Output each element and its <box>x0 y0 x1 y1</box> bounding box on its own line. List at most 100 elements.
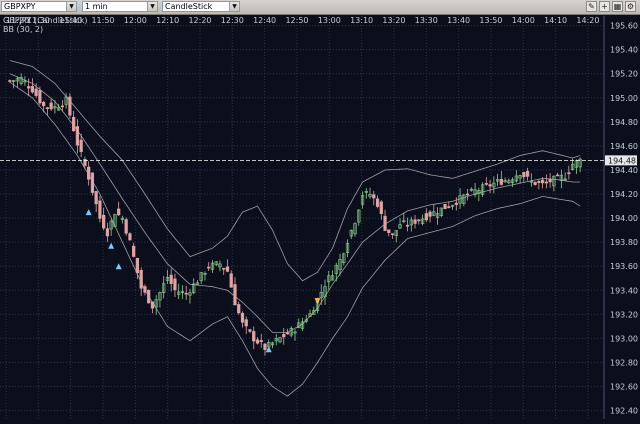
candle <box>15 76 19 88</box>
candle <box>330 270 335 281</box>
chevron-down-icon[interactable]: ▼ <box>147 2 157 11</box>
candle-body <box>173 278 177 291</box>
candle <box>387 229 391 237</box>
candle <box>413 214 417 229</box>
chart-type-select[interactable]: CandleStick ▼ <box>162 1 240 12</box>
candle-body <box>510 179 515 184</box>
symbol-select[interactable]: GBPXPY ▼ <box>1 1 77 12</box>
candle <box>188 288 192 304</box>
candle-body <box>109 220 113 230</box>
candle <box>293 329 297 341</box>
chevron-down-icon[interactable]: ▼ <box>229 2 239 11</box>
candle <box>135 257 140 280</box>
settings-icon[interactable]: ⚙ <box>625 1 636 12</box>
candle <box>132 242 136 258</box>
y-tick-label: 194.20 <box>610 190 638 199</box>
candle <box>12 79 16 89</box>
bollinger-upper-band <box>9 60 581 282</box>
candle-body <box>578 158 582 168</box>
candle-body <box>357 209 361 223</box>
candle-body <box>210 262 215 270</box>
candle <box>177 283 181 300</box>
y-tick-label: 193.60 <box>610 262 638 271</box>
candle-body <box>225 266 230 272</box>
candle-body <box>514 175 518 182</box>
candle <box>173 273 177 297</box>
candle <box>469 187 473 192</box>
candle-body <box>323 286 327 297</box>
x-tick-label: 11:20 <box>6 16 29 25</box>
candle-body <box>233 284 237 306</box>
candle-body <box>454 202 458 205</box>
chart-toolbar: GBPXPY ▼ 1 min ▼ CandleStick ▼ ✎ + ▦ ⚙ <box>0 0 640 15</box>
candle <box>252 326 256 350</box>
candle-body <box>135 257 140 274</box>
x-tick-label: 11:30 <box>27 16 50 25</box>
candle-body <box>540 179 545 184</box>
candle <box>334 262 338 282</box>
candle <box>304 315 308 324</box>
candle-body <box>270 342 275 346</box>
candle <box>383 209 387 232</box>
candle-body <box>559 174 563 181</box>
candle-body <box>259 340 263 343</box>
candle-body <box>30 86 34 93</box>
candle <box>323 279 327 305</box>
candle-body <box>237 304 241 314</box>
candle <box>495 173 500 187</box>
candle <box>465 189 470 201</box>
candle-body <box>394 230 398 236</box>
candle-body <box>465 193 470 196</box>
candle <box>424 208 428 222</box>
candle <box>259 333 263 348</box>
tile-windows-icon[interactable]: ▦ <box>612 1 623 12</box>
candle-body <box>522 171 526 178</box>
candle-body <box>72 116 76 132</box>
candle-body <box>495 179 500 182</box>
candle-body <box>68 96 72 116</box>
candle <box>199 272 203 284</box>
x-tick-label: 12:50 <box>285 16 308 25</box>
chart-symbol-label: GBPJPY (CandleStick) <box>3 16 88 25</box>
y-tick-label: 192.80 <box>610 358 638 367</box>
chevron-down-icon[interactable]: ▼ <box>66 2 76 11</box>
candle <box>574 159 578 175</box>
x-tick-label: 12:30 <box>221 16 244 25</box>
candle-body <box>304 319 308 322</box>
candle-body <box>192 283 196 294</box>
candle-body <box>113 214 117 228</box>
candle <box>514 170 518 183</box>
candle-body <box>499 178 503 185</box>
candle-body <box>90 172 95 193</box>
candle-body <box>368 193 372 197</box>
candle-body <box>147 289 151 304</box>
candle-body <box>450 205 455 207</box>
chart-area[interactable]: 11:20 11:30 11:40 11:50 12:00 12:10 12:20 12:30… <box>0 15 640 421</box>
candle <box>218 260 222 272</box>
candle <box>398 218 402 229</box>
candle-body <box>439 207 443 216</box>
buy-signal-marker <box>115 263 122 270</box>
candle <box>30 78 34 94</box>
candle <box>409 216 413 232</box>
candle <box>435 207 440 225</box>
buy-signal-marker <box>85 209 92 216</box>
candle <box>139 267 143 297</box>
candle-body <box>128 233 132 241</box>
candle <box>402 212 406 224</box>
timeframe-select[interactable]: 1 min ▼ <box>82 1 158 12</box>
candle-body <box>533 181 537 185</box>
draw-pen-icon[interactable]: ✎ <box>586 1 597 12</box>
x-tick-label: 12:00 <box>124 16 147 25</box>
y-tick-label: 194.80 <box>610 118 638 127</box>
candle-body <box>300 321 305 329</box>
y-tick-label: 194.40 <box>610 166 638 175</box>
candle <box>510 177 515 187</box>
candle-body <box>537 181 541 183</box>
candle-body <box>405 224 410 227</box>
candle <box>308 309 312 318</box>
candle <box>72 110 76 132</box>
candle <box>375 195 380 209</box>
crosshair-icon[interactable]: + <box>599 1 610 12</box>
